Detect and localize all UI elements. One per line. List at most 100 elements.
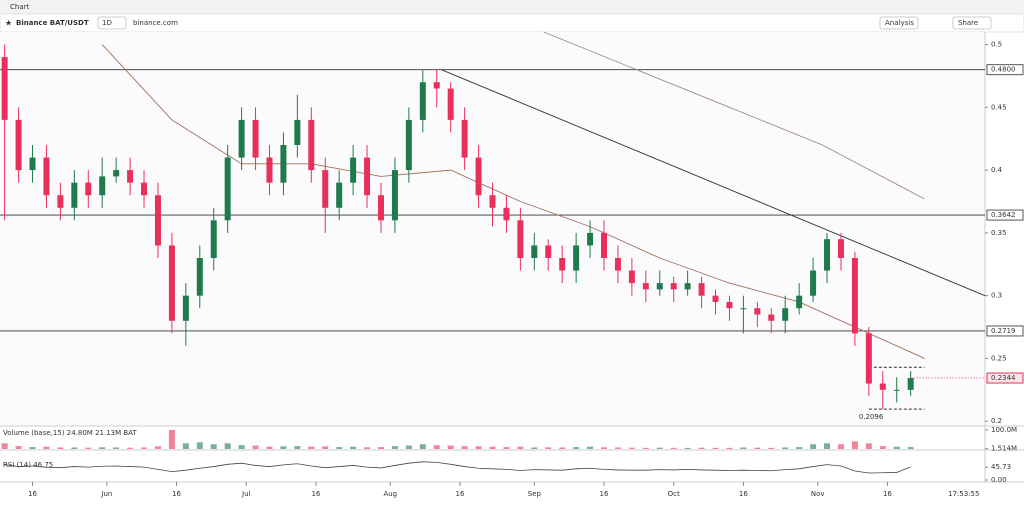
volume-bar <box>587 446 594 449</box>
candle-body <box>154 195 161 246</box>
volume-bar <box>391 446 398 449</box>
volume-bar <box>168 429 175 449</box>
candle-body <box>475 157 482 196</box>
volume-bar <box>364 447 371 449</box>
candle-body <box>71 182 78 208</box>
x-tick-label: Oct <box>668 490 680 498</box>
share-button[interactable]: Share <box>958 19 978 27</box>
candle-body <box>768 314 775 321</box>
candle-body <box>364 157 371 196</box>
share-box[interactable] <box>952 16 992 30</box>
candle-body <box>141 182 148 196</box>
time-label: 17:53:55 <box>948 490 979 498</box>
y-tick-label: 0.5 <box>991 41 1002 49</box>
x-tick-label: 16 <box>456 490 465 498</box>
volume-bar <box>377 447 384 449</box>
volume-bar <box>796 447 803 449</box>
volume-bar <box>559 447 566 449</box>
candle-body <box>280 145 287 183</box>
candle-body <box>545 245 552 259</box>
x-tick-label: 16 <box>28 490 37 498</box>
last-price-box <box>986 372 1024 384</box>
rsi-tick-label: 0.00 <box>991 476 1007 484</box>
volume-bar <box>531 447 538 449</box>
candle-body <box>796 295 803 309</box>
volume-bar <box>127 447 134 449</box>
y-tick-label: 0.4 <box>991 166 1003 174</box>
candle-body <box>433 82 440 89</box>
candle-body <box>503 207 510 221</box>
volume-bar <box>712 447 719 449</box>
candle-body <box>294 119 301 146</box>
candle-body <box>308 119 315 171</box>
analysis-button[interactable]: Analysis <box>885 19 914 27</box>
volume-bar <box>447 445 454 449</box>
candle-body <box>266 157 273 183</box>
volume-bar <box>113 447 120 449</box>
volume-bar <box>322 446 329 449</box>
candle-body <box>754 308 761 315</box>
candle-body <box>573 245 580 271</box>
volume-bar <box>642 447 649 449</box>
volume-bar <box>308 446 315 449</box>
volume-bar <box>893 446 900 449</box>
volume-bar <box>85 447 92 449</box>
volume-bar <box>851 441 858 449</box>
y-tick-label: 0.35 <box>991 229 1007 237</box>
volume-bar <box>252 445 259 449</box>
volume-bar <box>1 443 8 449</box>
candle-body <box>489 195 496 208</box>
symbol[interactable]: Binance BAT/USDT <box>16 19 89 27</box>
candle-body <box>322 170 329 208</box>
x-tick-label: Aug <box>383 490 397 498</box>
volume-bar <box>907 447 914 449</box>
volume-bar <box>419 444 426 449</box>
volume-bar <box>740 447 747 449</box>
volume-bar <box>475 446 482 449</box>
candle-body <box>391 170 398 221</box>
volume-bar <box>879 446 886 449</box>
source-link[interactable]: binance.com <box>133 19 178 27</box>
volume-bar <box>350 446 357 449</box>
volume-bar <box>865 443 872 449</box>
candle-body <box>196 258 203 296</box>
candle-body <box>587 232 594 246</box>
star-icon[interactable]: ★ <box>5 19 12 28</box>
candle-body <box>782 308 789 321</box>
volume-bar <box>810 444 817 449</box>
volume-bar <box>210 444 217 449</box>
candle-body <box>712 295 719 302</box>
volume-bar <box>782 447 789 449</box>
candle-body <box>224 157 231 221</box>
volume-bar <box>71 447 78 449</box>
level-label-box <box>986 325 1024 337</box>
x-tick-label: 16 <box>172 490 181 498</box>
x-tick-label: Nov <box>811 490 825 498</box>
level-label: 0.2719 <box>991 327 1016 335</box>
interval-box[interactable] <box>97 16 127 30</box>
candle-body <box>377 195 384 221</box>
plot-area <box>0 32 985 425</box>
range-low-label: 0.2096 <box>859 413 884 421</box>
volume-bar <box>182 443 189 449</box>
last-price-label: 0.2344 <box>991 374 1016 382</box>
interval[interactable]: 1D <box>102 19 112 27</box>
rsi-tick-label: 45.73 <box>991 463 1011 471</box>
volume-bar <box>280 446 287 449</box>
volume-tick-label: 100.0M <box>991 426 1017 434</box>
y-tick-label: 0.2 <box>991 417 1002 425</box>
volume-bar <box>43 446 50 449</box>
candle-body <box>810 270 817 296</box>
candle-body <box>29 157 36 171</box>
volume-bar <box>656 447 663 449</box>
analysis-box[interactable] <box>879 16 919 30</box>
candle-body <box>57 195 64 208</box>
volume-bar <box>768 447 775 449</box>
volume-bar <box>57 447 64 449</box>
candle-body <box>461 119 468 158</box>
rsi-line <box>4 461 911 474</box>
trendline <box>441 69 986 297</box>
volume-bar <box>837 444 844 449</box>
candle-body <box>336 182 343 208</box>
candle-body <box>851 258 858 334</box>
